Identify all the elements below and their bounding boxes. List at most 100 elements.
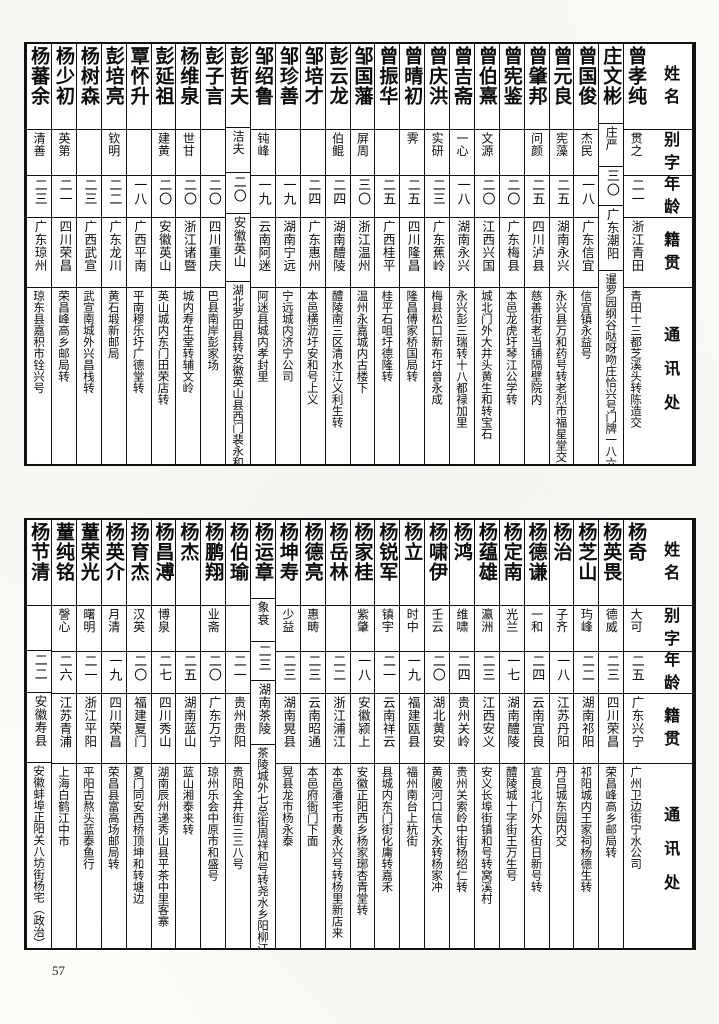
cell-alias: 问颜	[525, 129, 549, 175]
cell-address: 城北门外大井头黄生和转宝石	[475, 287, 499, 464]
cell-age-text: 一七	[505, 654, 518, 682]
cell-alias-text: 德威	[605, 608, 617, 633]
cell-name: 邹培才	[301, 44, 325, 129]
cell-name: 杨节清	[27, 520, 51, 605]
cell-name: 杨德谦	[525, 520, 549, 605]
cell-address-text: 梅县松口新布圩曾永成	[431, 290, 443, 405]
cell-address: 丹吕城东园内交	[550, 763, 574, 948]
cell-alias	[226, 605, 250, 651]
roster-entry-column: 彭培亮 钦明 二二 广东龙川 黄石塅新邮局	[101, 44, 126, 464]
cell-address-text: 安徽正阳西乡杨家琊杏青堂转	[356, 766, 368, 916]
cell-origin: 云南宜良	[525, 693, 549, 763]
roster-entry-column: 杨鸿 维啸 二四 贵州关岭 贵州关索岭中街杨绍仁转	[449, 520, 474, 948]
cell-alias: 一心	[450, 129, 474, 175]
cell-address-text: 黄陂河口信大永转杨家冲	[431, 766, 443, 893]
cell-name: 杨英介	[102, 520, 126, 605]
roster-entry-column: 曾庆洪 实研 二三 广东蕉岭 梅县松口新布圩曾永成	[424, 44, 449, 464]
cell-name-text: 邹培才	[303, 46, 323, 106]
cell-age: 二二	[102, 175, 126, 217]
cell-address-text: 安徽蚌埠正阳关八坊街杨宅（政治）	[33, 765, 45, 948]
cell-address-text: 醴陵南三区清水江义利生转	[332, 290, 344, 428]
cell-alias-text: 玙峰	[580, 608, 592, 633]
cell-address-text: 隆昌傅家桥国局转	[406, 290, 418, 382]
cell-origin-text: 湖南永兴	[555, 220, 568, 272]
cell-age: 二五	[550, 175, 574, 217]
row-header-label: 别字	[662, 607, 678, 652]
cell-name: 杨鹏翔	[201, 520, 225, 605]
cell-age: 二七	[152, 651, 176, 693]
cell-alias-text: 象衰	[257, 601, 269, 626]
cell-address: 宁远城内济宁公司	[276, 287, 300, 464]
cell-origin: 江苏丹阳	[550, 693, 574, 763]
cell-address: 贵阳全井街三三八号	[226, 763, 250, 948]
cell-name: 杨树森	[77, 44, 101, 129]
cell-alias-text: 文源	[481, 132, 493, 157]
cell-address-text: 晃县龙市杨永泰	[282, 766, 294, 847]
cell-age: 一八	[127, 175, 151, 217]
cell-age: 二四	[450, 651, 474, 693]
cell-address-text: 桂平石咀圩德隆转	[381, 290, 393, 382]
roster-entry-column: 彭延祖 建黄 二〇 安徽英山 英山城内东门田荣店转	[151, 44, 176, 464]
roster-entry-column: 杨德亮 惠畴 二三 云南昭通 本邑府衙门下面	[300, 520, 325, 948]
cell-origin-text: 贵州贵阳	[232, 696, 245, 748]
cell-origin-text: 广西桂平	[381, 220, 394, 272]
cell-address: 醴陵南三区清水江义利生转	[326, 287, 350, 464]
cell-origin-text: 湖南晃县	[281, 696, 294, 748]
cell-origin: 云南阿迷	[251, 217, 275, 287]
cell-age: 二三	[276, 651, 300, 693]
row-header-label: 别字	[662, 131, 678, 176]
row-header-age: 年龄	[648, 651, 692, 693]
cell-alias-text: 杰民	[580, 132, 592, 157]
cell-address-text: 黄石塅新邮局	[108, 290, 120, 359]
cell-origin-text: 浙江温州	[356, 220, 369, 272]
cell-age: 二三	[77, 175, 101, 217]
cell-alias-text: 壬云	[431, 608, 443, 633]
cell-name-text: 邹珍善	[278, 46, 298, 106]
cell-alias: 清善	[27, 129, 51, 175]
cell-age: 一九	[102, 651, 126, 693]
cell-alias: 维啸	[450, 605, 474, 651]
cell-address-text: 本邑龙虎圩琴江公学转	[506, 290, 518, 405]
cell-alias: 英第	[52, 129, 76, 175]
cell-name-text: 彭子言	[203, 46, 223, 106]
roster-entry-column: 杨锐军 镇宇 二一 云南祥云 县城内东门街化庸转嘉禾	[374, 520, 399, 948]
roster-entry-column: 杨芝山 玙峰 二二 湖南祁阳 祁阳城内王家祠杨德生转	[573, 520, 598, 948]
cell-origin: 湖南醴陵	[500, 693, 524, 763]
cell-address: 福州南台上杭街	[400, 763, 424, 948]
cell-origin-text: 云南祥云	[381, 696, 394, 748]
cell-age: 二五	[624, 651, 648, 693]
cell-age: 一九	[251, 175, 275, 217]
cell-name: 杨伯瑜	[226, 520, 250, 605]
cell-origin-text: 广东潮阳	[605, 208, 618, 260]
cell-age: 二二	[27, 650, 51, 692]
cell-name: 覃怀升	[127, 44, 151, 129]
cell-address: 本邑潘宅市黄永兴号转杨里新店来	[326, 763, 350, 948]
cell-address-text: 琼州乐会中原市和盛号	[207, 766, 219, 881]
cell-address-text: 县城内东门街化庸转嘉禾	[381, 766, 393, 893]
cell-age: 二三	[301, 651, 325, 693]
row-header-label: 籍贯	[662, 231, 678, 277]
cell-alias-text: 少益	[282, 608, 294, 633]
cell-age-text: 二〇	[231, 175, 244, 203]
cell-age: 二〇	[475, 175, 499, 217]
cell-origin-text: 浙江诸暨	[182, 220, 195, 272]
cell-address: 夏门同安西桥顶坤和转塘边	[127, 763, 151, 948]
cell-age-text: 二二	[331, 654, 344, 682]
cell-age-text: 二〇	[480, 178, 493, 206]
cell-name: 彭延祖	[152, 44, 176, 129]
cell-origin-text: 广东琼州	[33, 220, 46, 272]
roster-entry-column: 曾孝纯 贯之 二一 浙江青田 青田十三都芝溪头转陈造交	[623, 44, 648, 464]
cell-alias: 屏周	[351, 129, 375, 175]
cell-alias: 紫肇	[351, 605, 375, 651]
cell-age: 二五	[176, 651, 200, 693]
cell-age: 一九	[400, 651, 424, 693]
cell-alias	[301, 129, 325, 175]
cell-name-text: 彭云龙	[328, 46, 348, 106]
roster-entry-column: 杨奇 大可 二五 广东兴宁 广州卫边街宁水公司	[623, 520, 648, 948]
cell-origin: 浙江诸暨	[176, 217, 200, 287]
cell-origin: 四川泸县	[525, 217, 549, 287]
row-header-label: 年龄	[662, 175, 678, 217]
cell-address-text: 蓝山湘泰来转	[182, 766, 194, 835]
cell-name-text: 杨德谦	[527, 522, 547, 582]
cell-age-text: 二〇	[505, 178, 518, 206]
